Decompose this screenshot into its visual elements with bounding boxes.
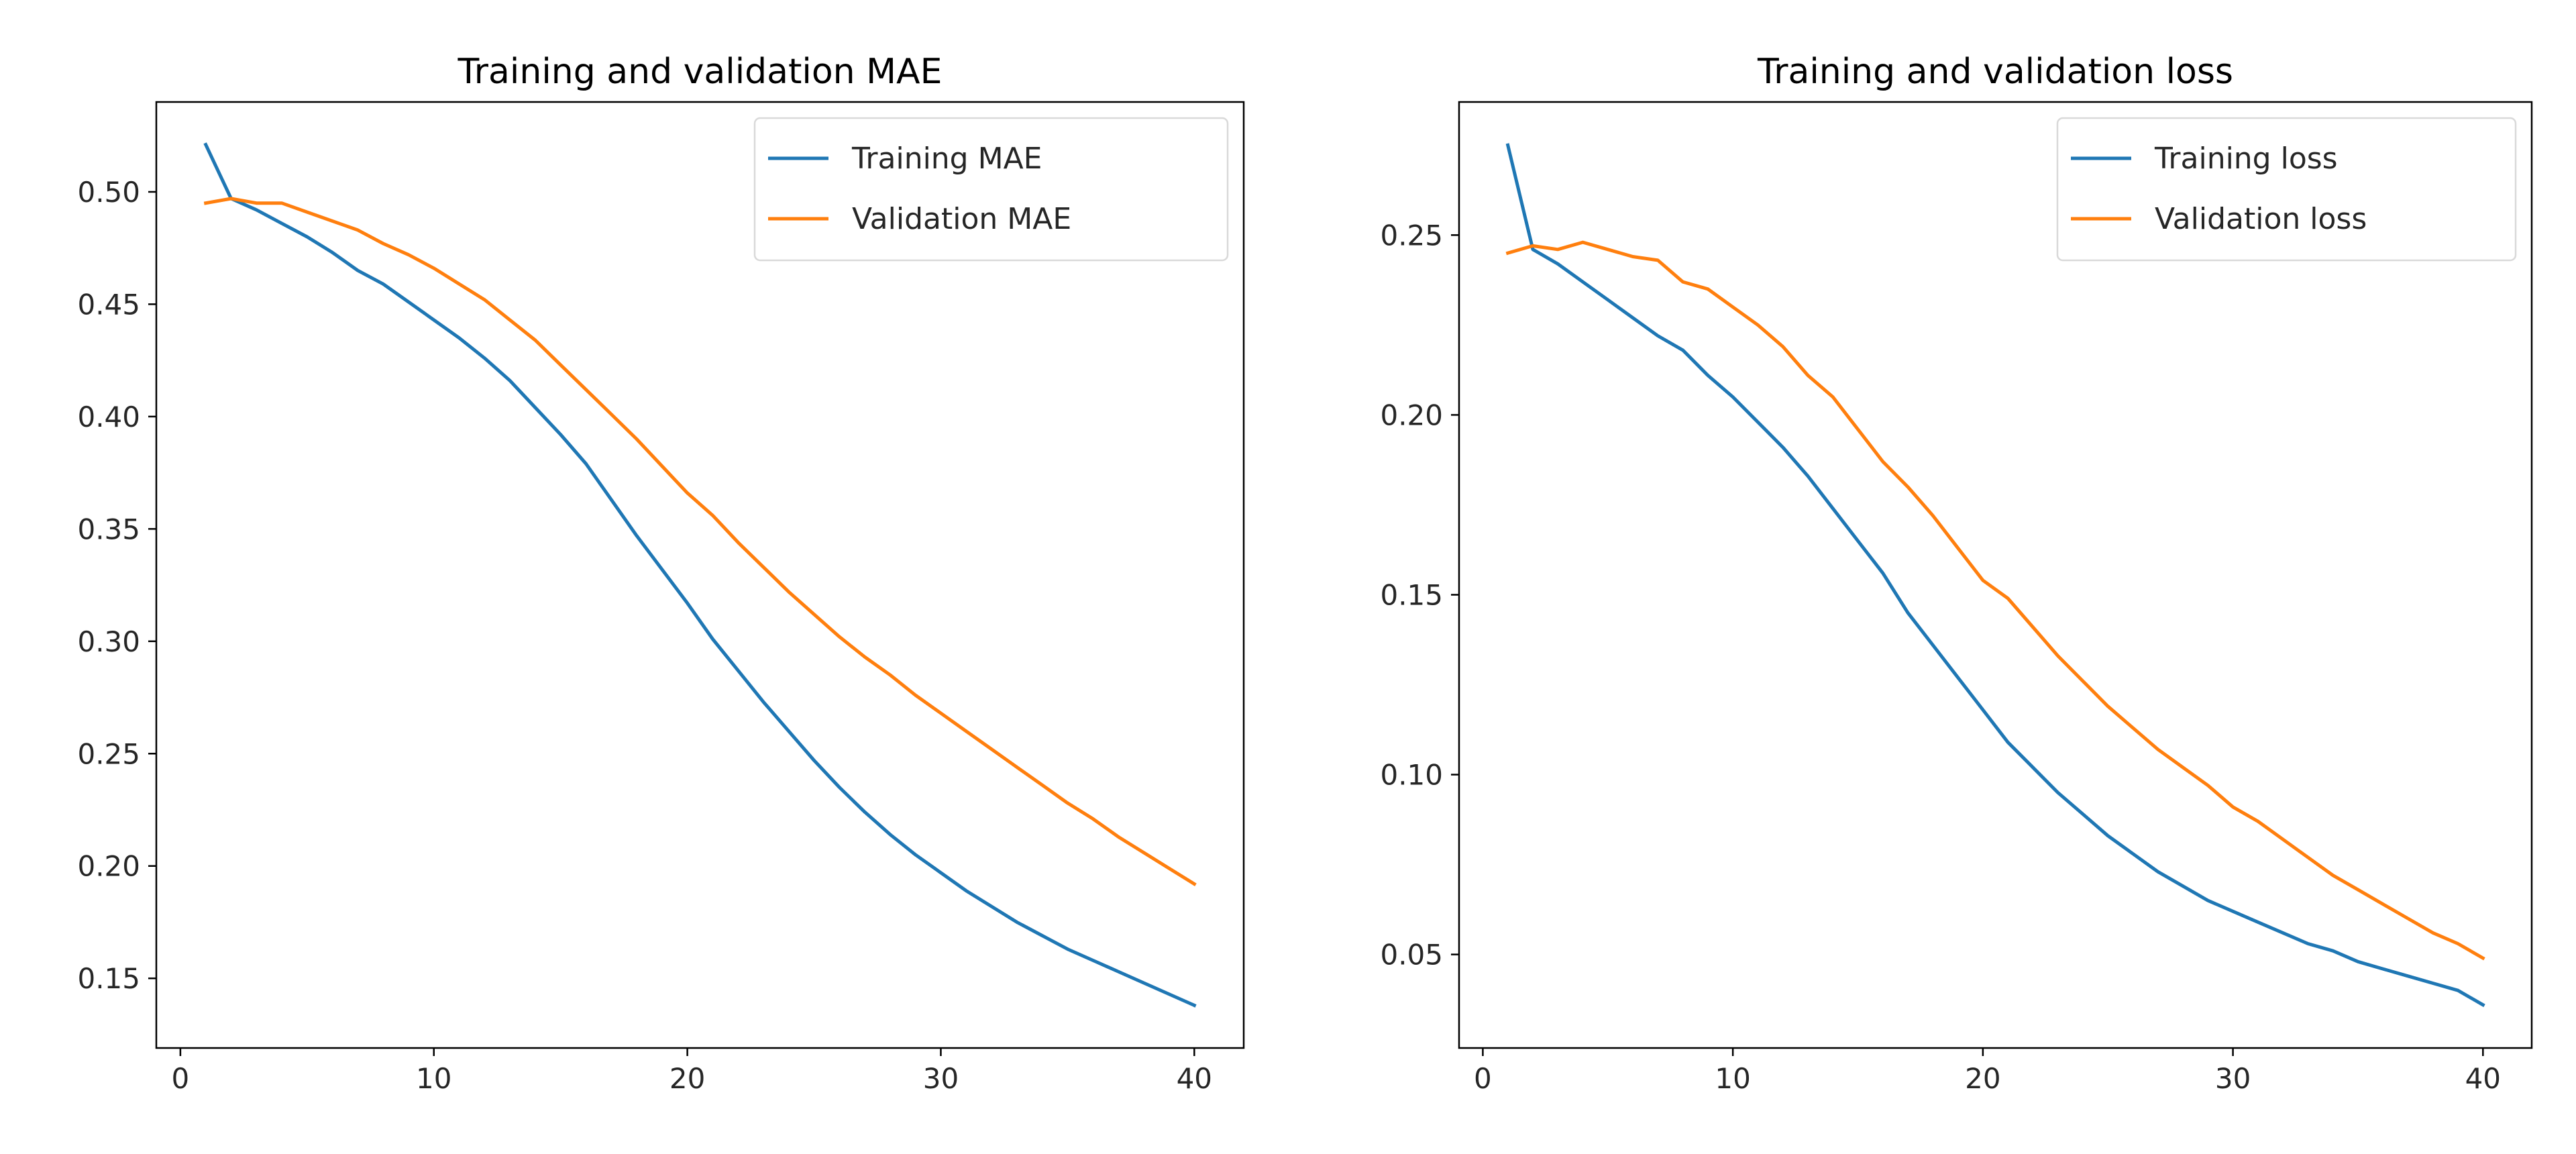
x-tick-label: 20: [1965, 1062, 2000, 1095]
legend-label: Training MAE: [851, 142, 1042, 176]
legend-box: [2056, 117, 2517, 262]
series-line-training-loss: [1505, 143, 2485, 1008]
chart-title: Training and validation MAE: [458, 52, 943, 92]
axes-frame: [155, 101, 1245, 1049]
chart-1: Training and validation loss 0 10 20 30 40 0.0…: [1380, 52, 2533, 1095]
y-tick-label: 0.05: [1380, 939, 1443, 972]
series-line-validation-mae: [203, 197, 1197, 886]
legend-label: Validation MAE: [852, 202, 1071, 236]
y-tick-label: 0.30: [77, 625, 140, 658]
x-tick-label: 10: [1715, 1062, 1750, 1095]
x-tick-label: 0: [172, 1062, 190, 1095]
x-tick-label: 40: [1177, 1062, 1212, 1095]
legend-label: Validation loss: [2155, 202, 2367, 236]
y-tick-label: 0.15: [1380, 578, 1443, 611]
x-tick-label: 0: [1474, 1062, 1492, 1095]
y-tick-label: 0.15: [77, 962, 140, 995]
y-tick-label: 0.45: [77, 288, 140, 321]
y-tick-label: 0.20: [77, 850, 140, 883]
y-tick-label: 0.25: [1380, 219, 1443, 252]
x-tick-label: 10: [416, 1062, 451, 1095]
y-tick-label: 0.35: [77, 513, 140, 545]
chart-title: Training and validation loss: [1757, 52, 2233, 92]
y-tick-label: 0.50: [77, 176, 140, 209]
x-tick-label: 30: [2215, 1062, 2251, 1095]
y-tick-label: 0.25: [77, 737, 140, 770]
axes-frame: [1458, 101, 2533, 1049]
y-tick-label: 0.20: [1380, 399, 1443, 431]
series-line-validation-loss: [1505, 240, 2485, 961]
legend-label: Training loss: [2154, 142, 2338, 176]
x-tick-label: 30: [923, 1062, 959, 1095]
legend: Training MAE Validation MAE: [753, 117, 1229, 262]
series-line-training-mae: [203, 142, 1197, 1008]
x-tick-label: 20: [669, 1062, 705, 1095]
y-tick-label: 0.10: [1380, 759, 1443, 792]
legend-box: [753, 117, 1229, 262]
legend: Training loss Validation loss: [2056, 117, 2517, 262]
chart-0: Training and validation MAE 0 10 20 30 40 0.15…: [77, 52, 1245, 1095]
x-tick-label: 40: [2465, 1062, 2501, 1095]
y-tick-label: 0.40: [77, 401, 140, 433]
